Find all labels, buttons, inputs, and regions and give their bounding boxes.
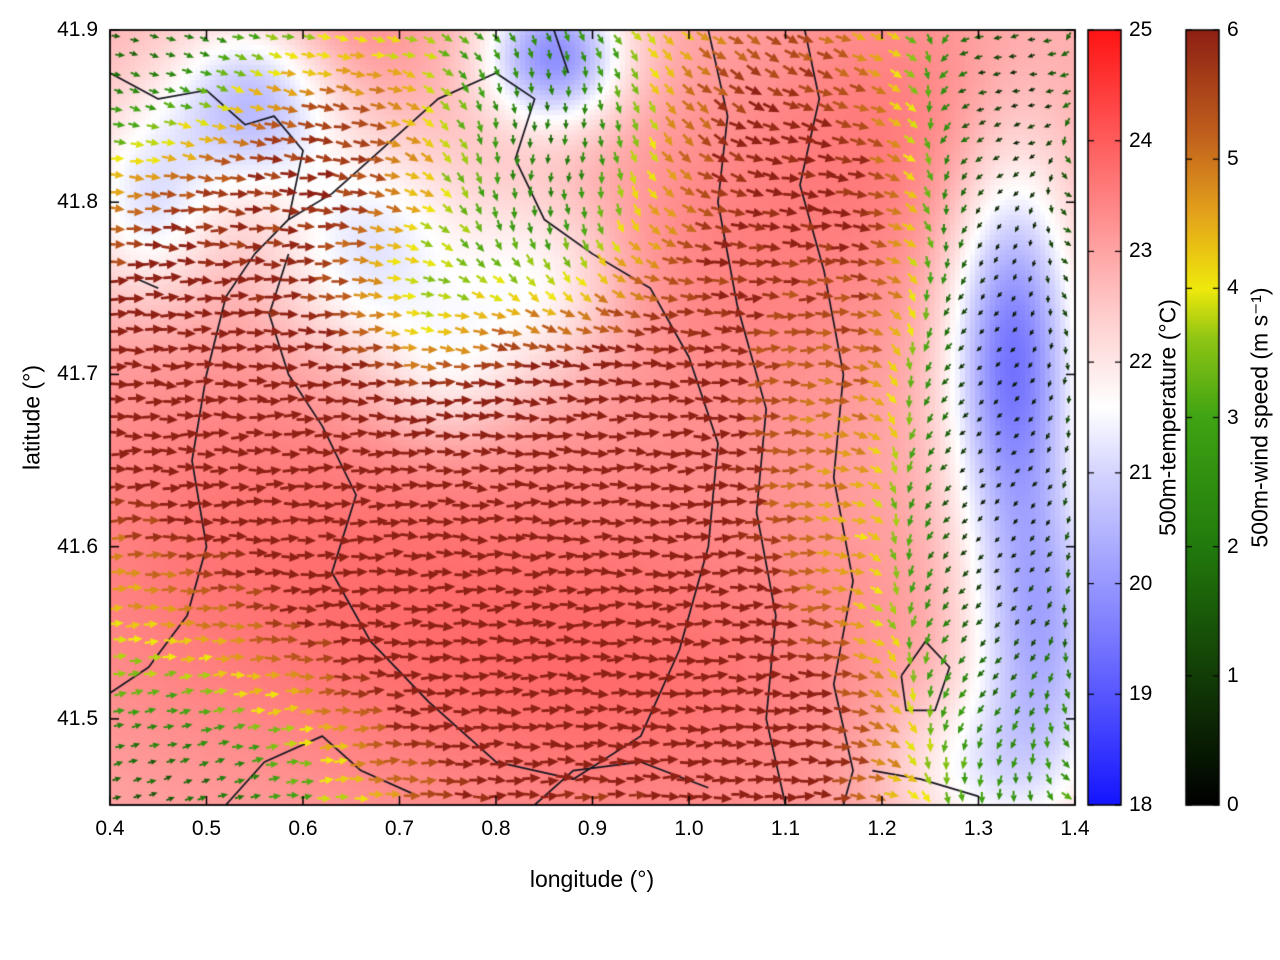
temperature-colorbar-tick-label: 25 <box>1129 18 1153 41</box>
x-tick-label: 1.2 <box>867 817 897 840</box>
temperature-colorbar-tick-label: 18 <box>1129 793 1153 816</box>
wind-speed-colorbar-tick-label: 6 <box>1227 18 1239 41</box>
x-tick-label: 1.0 <box>674 817 704 840</box>
wind-speed-colorbar-tick-label: 0 <box>1227 793 1239 816</box>
y-tick-label: 41.6 <box>57 534 98 558</box>
x-tick-label: 0.5 <box>191 817 222 840</box>
x-tick-label: 0.9 <box>577 817 608 840</box>
wind-speed-colorbar-tick-label: 5 <box>1227 147 1239 171</box>
temperature-colorbar-tick-label: 24 <box>1129 128 1153 152</box>
wind-speed-colorbar-tick-label: 1 <box>1227 663 1239 687</box>
temperature-colorbar-tick-label: 23 <box>1129 239 1153 263</box>
temperature-colorbar-label: 500m-temperature (°C) <box>1154 299 1181 536</box>
x-tick-label: 1.4 <box>1060 817 1090 840</box>
temperature-colorbar-tick-label: 22 <box>1129 350 1153 374</box>
x-tick-label: 1.1 <box>770 817 801 840</box>
y-tick-label: 41.7 <box>57 362 98 386</box>
x-tick-label: 0.7 <box>384 817 415 840</box>
x-tick-label: 0.6 <box>288 817 318 840</box>
y-tick-label: 41.9 <box>57 18 98 41</box>
temperature-colorbar-tick-label: 20 <box>1129 571 1153 595</box>
x-tick-label: 1.3 <box>963 817 994 840</box>
x-axis-label: longitude (°) <box>529 866 655 892</box>
y-tick-label: 41.8 <box>57 190 98 214</box>
wind-speed-colorbar-tick-label: 3 <box>1227 405 1239 429</box>
temperature-colorbar-tick-label: 19 <box>1129 682 1153 706</box>
wind-speed-colorbar-tick-label: 2 <box>1227 534 1239 558</box>
wind-speed-colorbar-tick-label: 4 <box>1227 276 1239 300</box>
temperature-colorbar-tick-label: 21 <box>1129 460 1153 484</box>
x-tick-label: 0.8 <box>481 817 511 840</box>
x-tick-label: 0.4 <box>95 817 125 840</box>
y-tick-label: 41.5 <box>57 706 98 730</box>
